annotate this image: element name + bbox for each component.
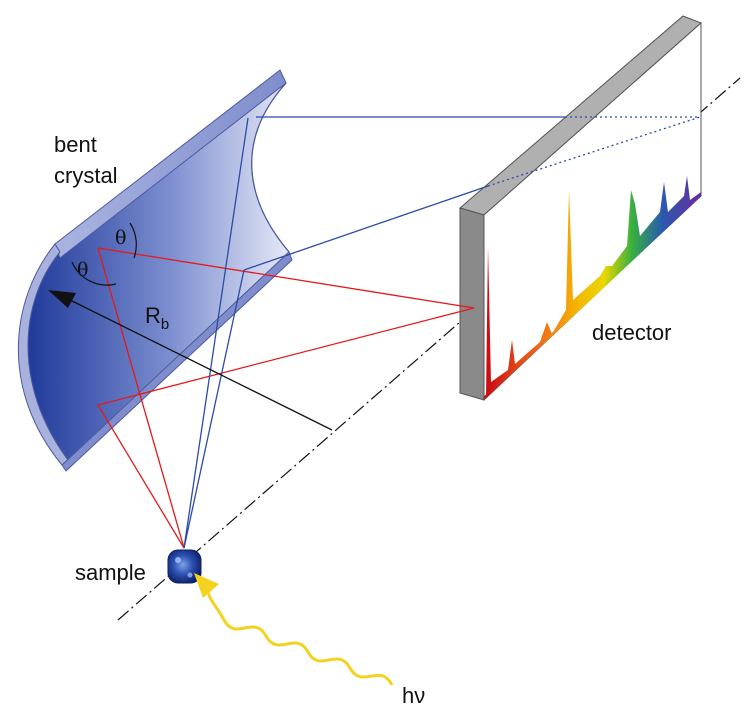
crystal-label-line2: crystal	[54, 163, 118, 188]
incident-rays	[97, 247, 475, 549]
reflected-red-ray-2	[97, 307, 475, 406]
crystal-label-line1: bent	[54, 132, 97, 157]
radius-arrow-head	[48, 290, 76, 308]
incident-ray-2	[97, 404, 185, 549]
photon-beam	[194, 573, 394, 686]
radius-indicator	[48, 290, 333, 431]
blue-reflected-ray-2	[243, 185, 489, 271]
spectrum-baseline	[483, 194, 702, 399]
blue-incident-ray-2	[183, 269, 245, 549]
photon-label: hν	[402, 683, 425, 708]
theta-label-1: θ	[115, 227, 126, 249]
photon-arrow-head	[194, 573, 219, 598]
crystal-bottom-rim	[61, 251, 293, 472]
rowland-axis-line	[117, 77, 741, 621]
reflected-rays	[183, 116, 701, 549]
blue-dotted-extension-2	[487, 116, 701, 187]
photon-wave	[205, 589, 394, 686]
bent-crystal	[17, 69, 293, 472]
radius-label-sub: b	[161, 316, 169, 333]
reflected-red-ray-1	[97, 247, 475, 309]
sample-label: sample	[75, 560, 146, 585]
theta-arc-2	[71, 261, 117, 286]
spectrum-baseline-fill	[486, 176, 701, 398]
theta-arc-1	[129, 222, 137, 259]
crystal-right-arc	[251, 82, 290, 253]
radius-line	[57, 293, 333, 431]
spectrum	[483, 176, 702, 399]
radius-label-main: R	[145, 303, 161, 328]
blue-incident-ray-1	[183, 117, 249, 549]
incident-ray-1	[97, 247, 185, 549]
radius-label: Rb	[145, 303, 169, 333]
theta-label-2: θ	[77, 259, 88, 281]
sample	[167, 549, 202, 584]
detector-side	[459, 207, 485, 401]
detector-label: detector	[592, 320, 672, 345]
